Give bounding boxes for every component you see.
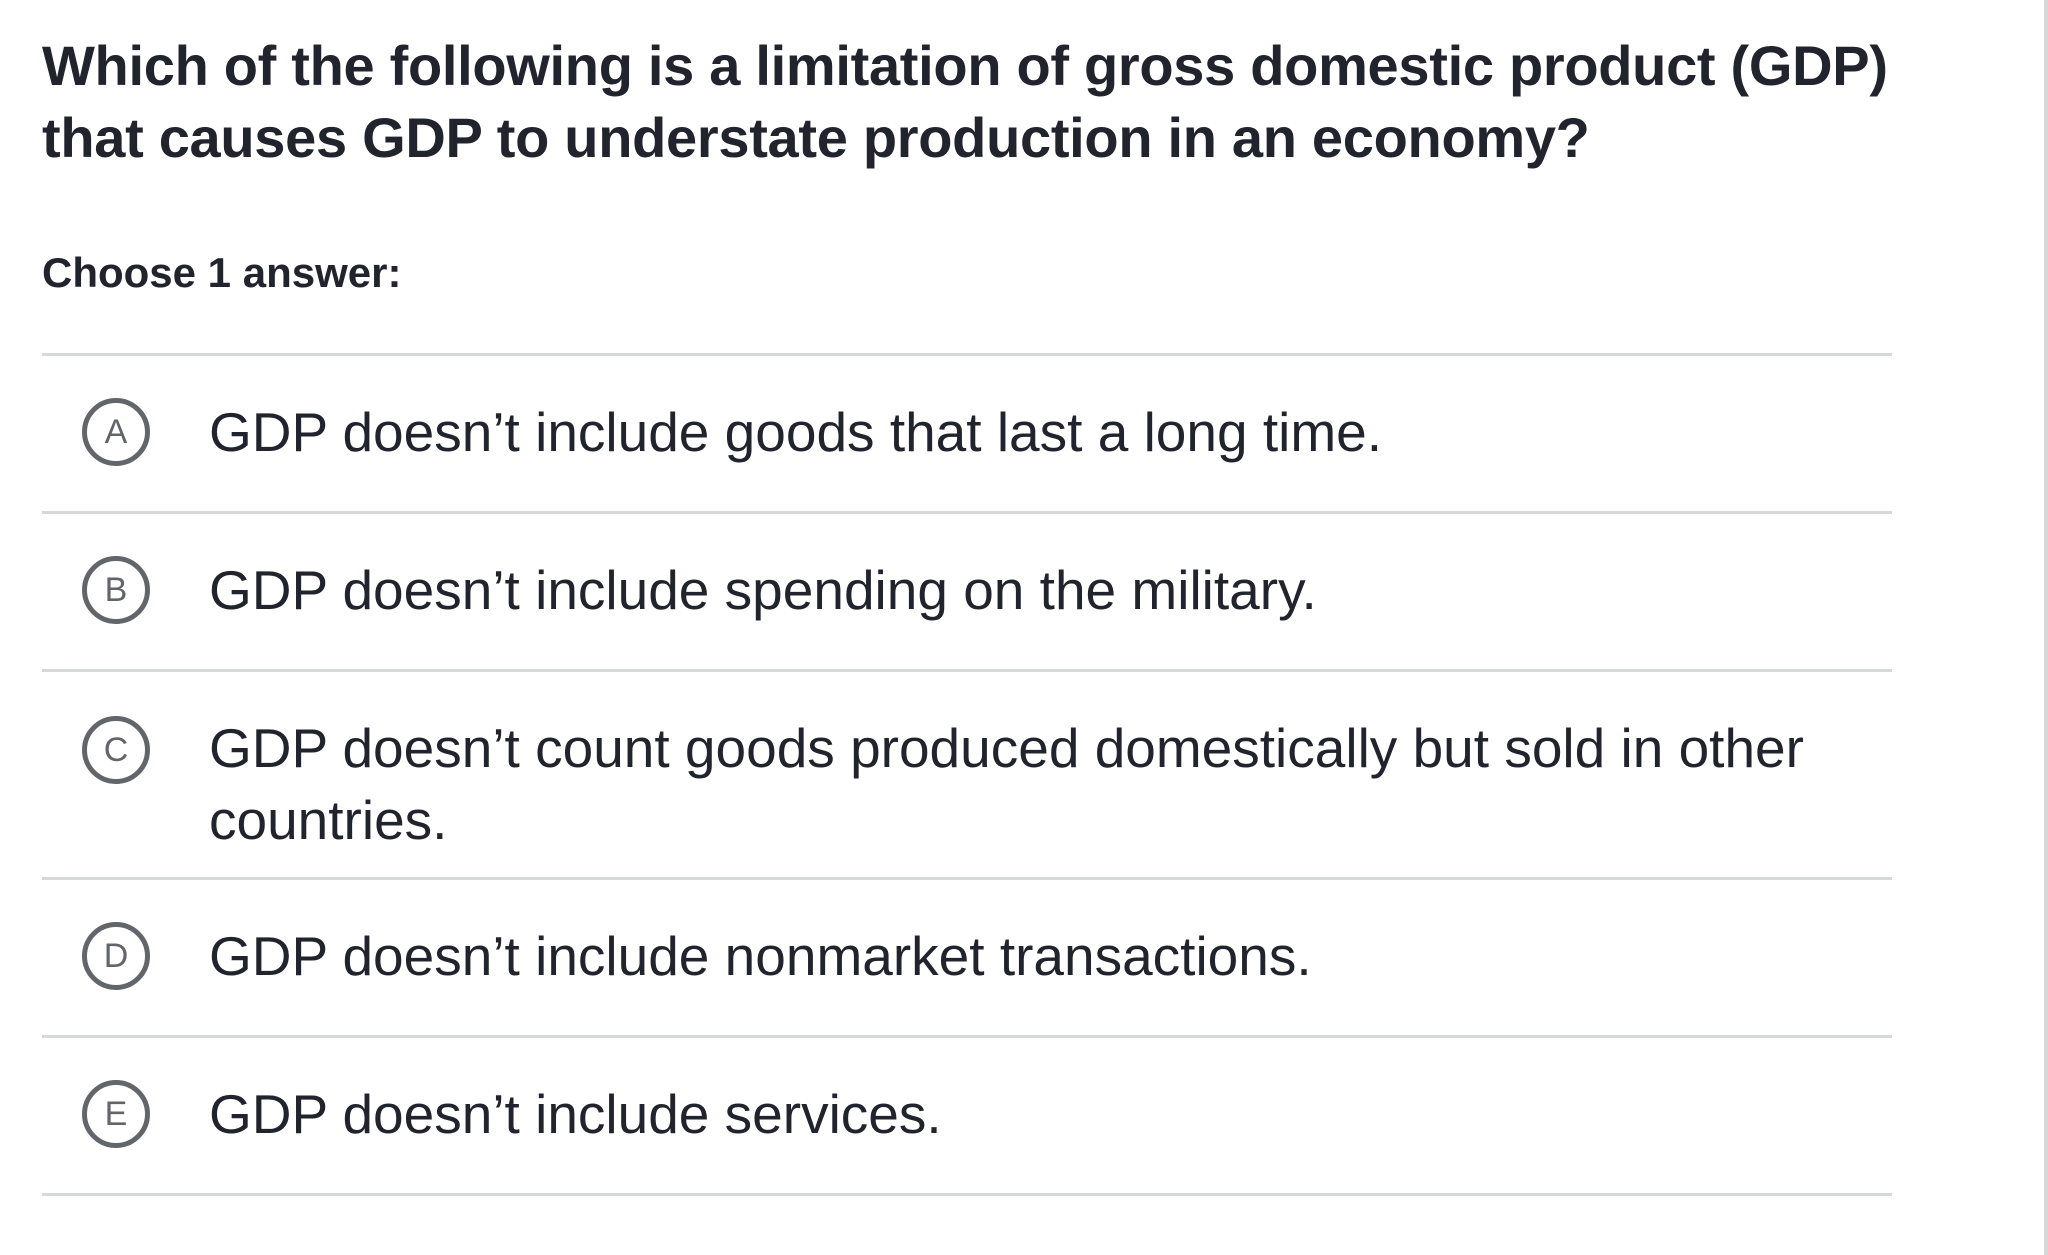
choice-text-b: GDP doesn’t include spending on the mili… xyxy=(209,559,1317,621)
choice-letter-bubble-d[interactable]: D xyxy=(82,922,150,990)
scrollbar-edge[interactable] xyxy=(2044,0,2048,1255)
answer-choice-c[interactable]: C GDP doesn’t count goods produced domes… xyxy=(42,672,1892,880)
choice-letter-bubble-a[interactable]: A xyxy=(82,398,150,466)
choice-letter-bubble-e[interactable]: E xyxy=(82,1080,150,1148)
answer-instruction: Choose 1 answer: xyxy=(42,249,402,296)
answer-choice-b[interactable]: B GDP doesn’t include spending on the mi… xyxy=(42,514,1892,672)
choice-text-a: GDP doesn’t include goods that last a lo… xyxy=(209,401,1383,463)
answer-choice-list: A GDP doesn’t include goods that last a … xyxy=(42,353,1892,1196)
choice-text-c: GDP doesn’t count goods produced domesti… xyxy=(209,717,1804,851)
choice-letter-bubble-c[interactable]: C xyxy=(82,716,150,784)
choice-letter-bubble-b[interactable]: B xyxy=(82,556,150,624)
choice-text-d: GDP doesn’t include nonmarket transactio… xyxy=(209,925,1312,987)
answer-choice-e[interactable]: E GDP doesn’t include services. xyxy=(42,1038,1892,1196)
answer-choice-d[interactable]: D GDP doesn’t include nonmarket transact… xyxy=(42,880,1892,1038)
choice-text-e: GDP doesn’t include services. xyxy=(209,1083,942,1145)
question-text: Which of the following is a limitation o… xyxy=(42,34,1888,169)
answer-choice-a[interactable]: A GDP doesn’t include goods that last a … xyxy=(42,356,1892,514)
